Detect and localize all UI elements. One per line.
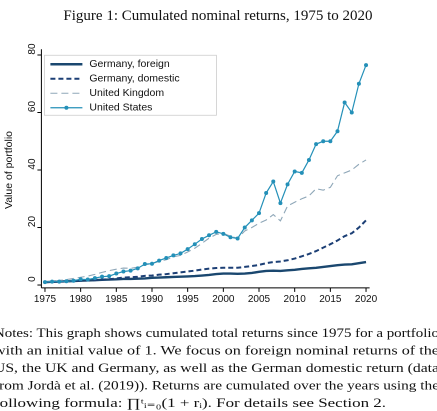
series-line <box>44 64 367 283</box>
data-point <box>57 279 62 284</box>
data-point <box>171 253 176 258</box>
data-point <box>128 268 133 273</box>
data-point <box>142 262 147 267</box>
plot: 0 20 40 60 80 1975 1980 1985 1990 1995 2000 2005 201… <box>27 43 378 305</box>
x-tick-label: 1980 <box>70 294 93 305</box>
legend-label: Germany, foreign <box>89 58 169 70</box>
y-tick-label: 20 <box>27 216 38 228</box>
legend-label: United Kingdom <box>89 87 164 99</box>
data-point <box>328 139 333 144</box>
note-line: Notes: This graph shows cumulated total … <box>0 326 437 340</box>
data-point <box>335 129 340 134</box>
data-point <box>121 269 126 274</box>
x-tick-label: 1985 <box>105 294 128 305</box>
data-point <box>185 247 190 252</box>
series-line <box>44 159 367 283</box>
data-point <box>235 236 240 241</box>
data-point <box>157 258 162 263</box>
data-point <box>214 229 219 234</box>
data-point <box>164 255 169 260</box>
data-point <box>271 179 276 184</box>
legend-marker <box>64 105 69 110</box>
data-point <box>249 218 254 223</box>
data-point <box>85 277 90 282</box>
legend-label: Germany, domestic <box>89 73 179 85</box>
data-point <box>257 211 262 216</box>
y-axis-label: Value of portfolio <box>3 131 15 209</box>
data-point <box>42 280 47 285</box>
x-tick-label: 2005 <box>248 294 271 305</box>
y-tick-label: 0 <box>27 276 38 282</box>
y-tick-label: 80 <box>27 43 38 55</box>
data-point <box>178 251 183 256</box>
data-point <box>349 110 354 115</box>
y-tick-label: 40 <box>27 158 38 170</box>
data-point <box>264 191 269 196</box>
data-point <box>364 63 369 68</box>
note-line: US, the UK and Germany, as well as the G… <box>0 361 437 375</box>
data-point <box>207 233 212 238</box>
data-point <box>64 279 69 284</box>
x-tick-label: 1975 <box>34 294 57 305</box>
data-point <box>228 235 233 240</box>
data-point <box>285 182 290 187</box>
x-tick-label: 1990 <box>141 294 164 305</box>
data-point <box>135 266 140 271</box>
data-point <box>192 242 197 247</box>
note-line: with an initial value of 1. We focus on … <box>0 344 437 358</box>
x-tick-label: 1995 <box>177 294 200 305</box>
data-point <box>92 276 97 281</box>
data-point <box>342 100 347 105</box>
data-point <box>314 142 319 147</box>
data-point <box>199 237 204 242</box>
data-point <box>71 278 76 283</box>
data-point <box>292 169 297 174</box>
x-tick-label: 2010 <box>284 294 307 305</box>
data-point <box>278 201 283 206</box>
data-point <box>114 271 119 276</box>
y-tick-label: 60 <box>27 101 38 113</box>
figure-title: Figure 1: Cumulated nominal returns, 197… <box>63 8 372 24</box>
series-line <box>44 219 367 284</box>
notes: Notes: This graph shows cumulated total … <box>0 326 437 410</box>
data-point <box>78 277 83 282</box>
data-point <box>221 231 226 236</box>
data-point <box>306 157 311 162</box>
data-point <box>100 274 105 279</box>
data-point <box>299 170 304 175</box>
data-point <box>149 261 154 266</box>
data-point <box>356 81 361 86</box>
data-point <box>50 279 55 284</box>
x-tick-label: 2015 <box>319 294 342 305</box>
note-line: from Jordà et al. (2019)). Returns are c… <box>0 379 437 393</box>
data-point <box>242 225 247 230</box>
legend-label: United States <box>89 102 152 114</box>
x-tick-label: 2000 <box>212 294 235 305</box>
note-line: following formula: ∏ᵗᵢ₌₀(1 + rᵢ). For de… <box>0 396 386 410</box>
data-point <box>321 139 326 144</box>
series-line <box>44 260 367 284</box>
data-point <box>107 274 112 279</box>
x-tick-label: 2020 <box>355 294 378 305</box>
